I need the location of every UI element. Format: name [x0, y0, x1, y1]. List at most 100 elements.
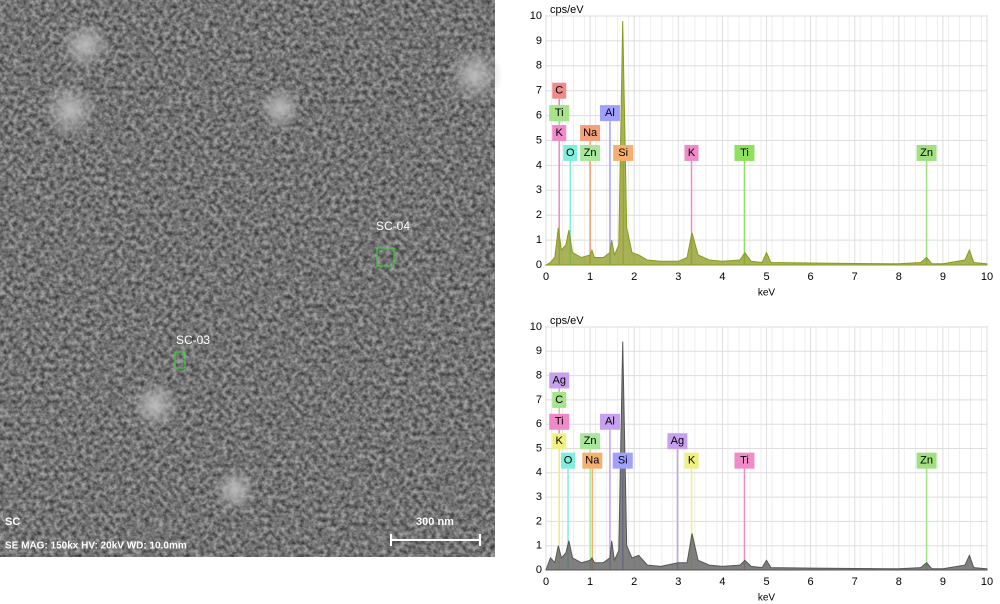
peak-label-box [561, 452, 576, 469]
y-tick-label: 2 [536, 209, 542, 221]
y-tick-label: 9 [536, 345, 542, 357]
peak-label-box [612, 452, 633, 469]
peak-label: K [556, 127, 564, 139]
peak-label: Al [605, 416, 615, 428]
peak-label: Ti [740, 147, 749, 159]
y-axis-label: cps/eV [550, 4, 584, 16]
peak-label: Ti [555, 107, 564, 119]
scale-bar [390, 534, 481, 546]
y-tick-label: 7 [536, 85, 542, 97]
y-tick-label: 4 [536, 159, 542, 171]
x-tick-label: 9 [940, 576, 946, 588]
peak-label-box [552, 391, 567, 408]
x-tick-label: 5 [763, 271, 769, 283]
roi-box [174, 351, 186, 369]
peak-label: Ag [552, 374, 565, 386]
y-tick-label: 3 [536, 184, 542, 196]
peak-label-box [563, 144, 578, 161]
x-tick-label: 10 [981, 576, 993, 588]
sem-info: SE MAG: 150kx HV: 20kV WD: 10.0mm [5, 541, 187, 552]
peak-label-box [734, 452, 755, 469]
x-tick-label: 3 [675, 271, 681, 283]
roi-box [376, 247, 395, 267]
y-tick-label: 1 [536, 234, 542, 246]
x-axis-label: keV [758, 288, 776, 299]
scale-bar-label: 300 nm [416, 516, 454, 528]
peak-label: C [555, 85, 563, 97]
x-tick-label: 1 [587, 576, 593, 588]
y-tick-label: 8 [536, 370, 542, 382]
peak-label-box [549, 105, 570, 122]
x-tick-label: 8 [896, 271, 902, 283]
peak-label-box [599, 105, 620, 122]
y-tick-label: 6 [536, 418, 542, 430]
x-tick-label: 4 [719, 576, 725, 588]
x-axis-label: keV [758, 593, 776, 604]
peak-label-box [916, 452, 937, 469]
x-tick-label: 3 [675, 576, 681, 588]
peak-label: Al [605, 107, 615, 119]
peak-label-box [667, 433, 688, 450]
y-tick-label: 6 [536, 110, 542, 122]
peak-label-box [552, 433, 567, 450]
x-tick-label: 4 [719, 271, 725, 283]
peak-label: Ti [555, 416, 564, 428]
peak-label-box [580, 125, 601, 142]
peak-label: Si [618, 455, 628, 467]
peak-label-box [734, 144, 755, 161]
x-tick-label: 2 [631, 271, 637, 283]
peak-label-box [580, 144, 601, 161]
y-axis-label: cps/eV [550, 315, 584, 327]
peak-label: Na [583, 127, 598, 139]
x-tick-label: 0 [543, 576, 549, 588]
y-tick-label: 5 [536, 442, 542, 454]
roi-label: SC-03 [176, 333, 210, 347]
peak-label-box [613, 144, 634, 161]
peak-label: K [688, 147, 696, 159]
peak-label: Zn [920, 147, 933, 159]
spectrum [544, 20, 988, 266]
x-tick-label: 6 [808, 271, 814, 283]
x-tick-label: 9 [940, 271, 946, 283]
x-tick-label: 0 [543, 271, 549, 283]
x-tick-label: 7 [852, 271, 858, 283]
x-tick-label: 10 [981, 271, 993, 283]
peak-label-box [684, 452, 699, 469]
y-tick-label: 0 [536, 564, 542, 576]
peak-label: O [564, 455, 573, 467]
peak-label-box [549, 413, 570, 430]
peak-label: Ti [740, 455, 749, 467]
x-tick-label: 5 [763, 576, 769, 588]
y-tick-label: 4 [536, 467, 542, 479]
peak-label: Zn [920, 455, 933, 467]
peak-label-box [580, 433, 601, 450]
peak-label: K [688, 455, 696, 467]
y-tick-label: 0 [536, 259, 542, 271]
sem-image: SC-04 SC-03 300 nm SC SE MAG: 150kx HV: … [0, 0, 503, 557]
x-tick-label: 7 [852, 576, 858, 588]
roi-label: SC-04 [376, 219, 410, 233]
sample-label: SC [5, 516, 20, 528]
x-tick-label: 8 [896, 576, 902, 588]
x-tick-label: 1 [587, 271, 593, 283]
y-tick-label: 9 [536, 35, 542, 47]
peak-label-box [684, 144, 699, 161]
peak-label-box [916, 144, 937, 161]
y-tick-label: 8 [536, 60, 542, 72]
peak-label-box [552, 82, 567, 99]
peak-label: C [555, 394, 563, 406]
peak-label-box [552, 125, 567, 142]
peak-label-box [582, 452, 603, 469]
peak-label-box [549, 372, 570, 389]
spectrum [545, 341, 988, 571]
y-tick-label: 3 [536, 491, 542, 503]
peak-label: Zn [584, 147, 597, 159]
peak-label-box [599, 413, 620, 430]
y-tick-label: 7 [536, 394, 542, 406]
peak-label: O [566, 147, 575, 159]
peak-label: Si [618, 147, 628, 159]
peak-label: Na [585, 455, 600, 467]
y-tick-label: 5 [536, 134, 542, 146]
x-tick-label: 2 [631, 576, 637, 588]
